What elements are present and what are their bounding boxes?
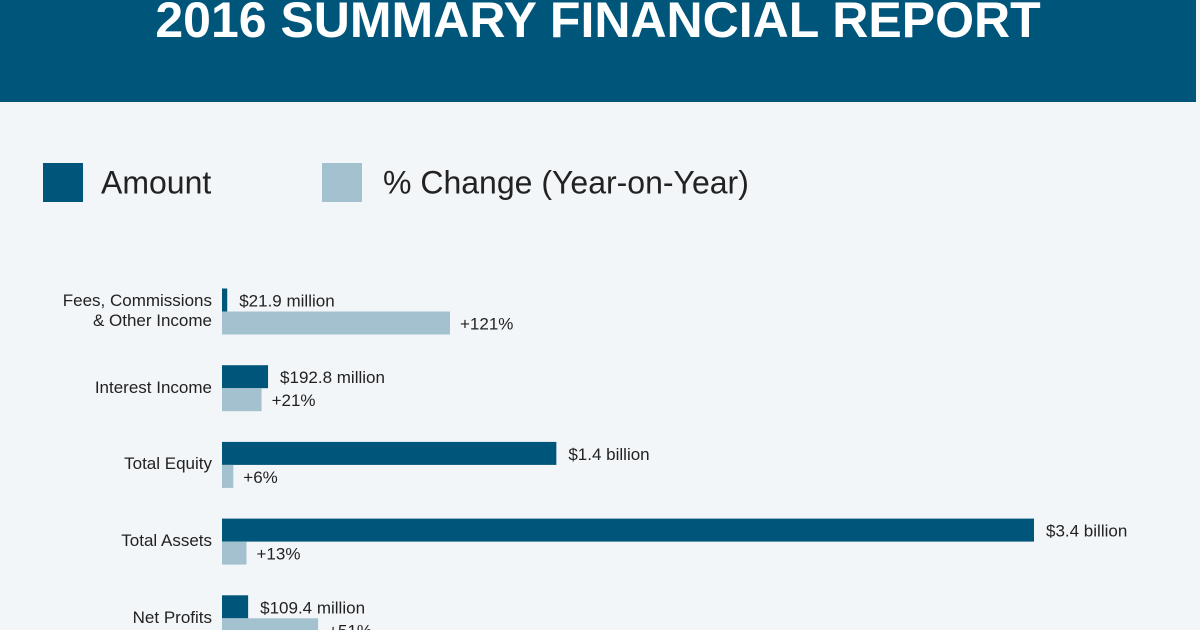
category-label: Interest Income bbox=[94, 377, 212, 397]
bar bbox=[222, 441, 557, 465]
value-label: $21.9 million bbox=[239, 291, 334, 310]
header-band bbox=[0, 0, 1196, 102]
chart-title: 2016 SUMMARY FINANCIAL REPORT bbox=[155, 0, 1040, 48]
value-label: +6% bbox=[243, 468, 278, 487]
bar bbox=[222, 288, 228, 312]
value-label: $3.4 billion bbox=[1046, 522, 1127, 541]
bar bbox=[222, 541, 247, 565]
bar bbox=[222, 618, 319, 630]
value-label: +121% bbox=[460, 314, 513, 333]
legend-swatch bbox=[322, 163, 362, 202]
legend-swatch bbox=[43, 163, 83, 202]
category-label: Total Assets bbox=[121, 531, 212, 551]
category-label: Total Equity bbox=[124, 454, 212, 474]
value-label: $109.4 million bbox=[260, 598, 365, 617]
value-label: +51% bbox=[328, 621, 372, 630]
bar bbox=[222, 464, 234, 488]
legend-label: % Change (Year-on-Year) bbox=[383, 164, 749, 200]
bar bbox=[222, 518, 1034, 542]
category-label: Net Profits bbox=[132, 607, 212, 627]
bar bbox=[222, 311, 450, 335]
value-label: +13% bbox=[256, 545, 300, 564]
legend-label: Amount bbox=[101, 164, 211, 200]
bar bbox=[222, 595, 249, 619]
category-label: Fees, Commissions & Other Income bbox=[62, 291, 212, 330]
value-label: $192.8 million bbox=[280, 368, 385, 387]
bar bbox=[222, 365, 269, 389]
value-label: +21% bbox=[272, 391, 316, 410]
value-label: $1.4 billion bbox=[568, 445, 649, 464]
bar bbox=[222, 388, 262, 412]
